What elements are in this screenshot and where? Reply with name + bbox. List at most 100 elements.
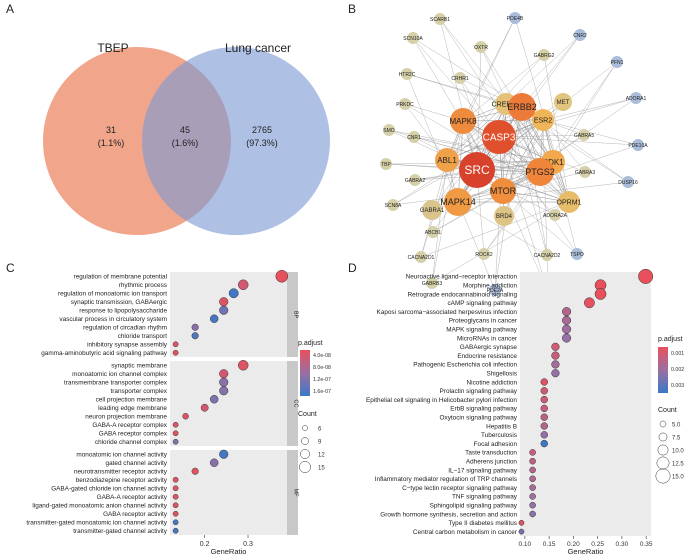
d-dot <box>551 342 560 351</box>
network-node-circle <box>444 188 472 216</box>
network-node: MAPK8 <box>449 108 477 134</box>
network-edge <box>542 119 586 173</box>
network-node-label: PDE10A <box>628 143 648 149</box>
network-node-circle <box>526 158 554 186</box>
d-term-label: Inflammatory mediator regulation of TRP … <box>375 476 517 483</box>
network-node-circle <box>549 209 561 221</box>
network-node-label: MET <box>557 100 570 106</box>
network-edge <box>502 190 578 255</box>
d-dot <box>529 484 536 491</box>
d-term-label: Nicotine addiction <box>467 379 518 386</box>
c-size-legend-circle <box>301 437 309 445</box>
c-dot <box>191 323 199 331</box>
c-dot <box>182 413 189 420</box>
d-x-tick-label: 0.15 <box>543 541 556 548</box>
network-node: PRKDC <box>396 98 414 110</box>
d-term-label: Retrograde endocannabinoid signaling <box>408 291 518 298</box>
network-node-label: CNR2 <box>573 33 587 39</box>
network-node-circle <box>541 249 553 261</box>
network-node: TBP <box>380 158 392 170</box>
c-term-label: regulation of monoatomic ion transport <box>58 291 167 298</box>
c-dot <box>219 377 229 387</box>
c-facet-strip <box>287 272 298 357</box>
network-edge <box>502 106 523 192</box>
venn-right-count: 2765 <box>252 125 272 135</box>
d-x-tick-label: 0.20 <box>567 541 580 548</box>
c-term-label: GABA-A receptor activity <box>97 494 168 501</box>
network-node-label: PDE2A <box>487 288 504 294</box>
c-dot <box>219 369 229 379</box>
c-dot <box>191 332 199 340</box>
network-node-circle <box>611 56 623 68</box>
network-node-label: GABRG2 <box>534 53 555 59</box>
network-node-label: OPRM1 <box>557 199 582 206</box>
d-dot <box>562 315 572 325</box>
c-dot <box>219 297 229 307</box>
d-term-label: Proteoglycans in cancer <box>449 318 518 325</box>
network-node-circle <box>630 92 642 104</box>
network-node-label: ADORA2A <box>543 213 568 219</box>
d-size-legend-label: 12.5 <box>672 461 684 467</box>
venn-diagram: TBEP Lung cancer 31 (1.1%) 45 (1.6%) 276… <box>43 41 330 235</box>
network-node: GABRB3 <box>422 277 442 289</box>
d-term-label: Neuroactive ligand−receptor interaction <box>406 274 518 281</box>
network-edge <box>498 136 578 255</box>
d-term-label: Prolactin signaling pathway <box>440 388 518 395</box>
network-node-circle <box>482 120 516 154</box>
c-colorbar-tick: 4.0e-08 <box>313 353 331 359</box>
c-term-label: cell projection membrane <box>96 397 168 404</box>
c-dot <box>172 519 179 526</box>
network-node: SMO <box>383 124 395 136</box>
network-edge <box>542 119 549 292</box>
network-node-label: ESR2 <box>534 117 552 124</box>
network-node-label: CREBBP <box>492 101 521 108</box>
network-node-circle <box>415 251 427 263</box>
network-node: SRC <box>459 152 495 188</box>
d-dot <box>551 369 560 378</box>
c-dot <box>172 485 179 492</box>
network-edge <box>505 34 581 105</box>
c-dots <box>172 270 289 534</box>
c-colorbar-tick: 1.6e-07 <box>313 389 331 395</box>
network-node-label: PRKDC <box>396 102 414 108</box>
c-facet-panel <box>170 361 287 446</box>
d-term-label: IL−17 signaling pathway <box>448 467 518 474</box>
network-node-label: GABRA5 <box>574 133 595 139</box>
c-dot <box>191 467 199 475</box>
network-node-label: ABCB1 <box>425 230 442 236</box>
network-edge <box>459 77 504 192</box>
c-term-label: transmembrane transporter complex <box>64 380 168 387</box>
d-term-label: Endocrine resistance <box>457 353 517 360</box>
network-node-circle <box>558 191 580 213</box>
venn-left-count: 31 <box>106 125 116 135</box>
network-node: MET <box>554 93 572 111</box>
d-plot-panel <box>520 272 651 536</box>
d-x-tick-label: 0.30 <box>616 541 629 548</box>
d-dot <box>551 351 560 360</box>
c-size-legend-label: 6 <box>318 426 322 432</box>
network-node-label: GABRA1 <box>420 208 445 214</box>
c-dot <box>172 341 179 348</box>
d-dot <box>584 297 595 309</box>
d-dot <box>529 449 536 456</box>
network-node: GABRA2 <box>405 174 425 186</box>
c-term-label: chloride transport <box>118 333 168 340</box>
c-legend-size-title: Count <box>298 411 317 418</box>
c-term-label: rhythmic process <box>119 282 167 289</box>
network-node-label: PDE4B <box>507 16 524 22</box>
network-node-circle <box>383 124 395 136</box>
network-node-circle <box>574 29 586 41</box>
network-node: BRD4 <box>494 206 514 226</box>
venn-right-pct: (97.3%) <box>246 138 278 148</box>
c-x-tick-label: 0.3 <box>243 541 253 548</box>
d-colorbar-tick: 0.002 <box>671 367 684 373</box>
c-facet-strip <box>287 450 298 535</box>
network-node-circle <box>622 176 634 188</box>
c-dot <box>172 430 179 437</box>
network-node: CACNA2D2 <box>534 249 561 261</box>
network-node-label: ABL1 <box>437 156 457 165</box>
network-node: CACNA2D1 <box>408 251 435 263</box>
c-facet-label: CC <box>293 400 299 408</box>
